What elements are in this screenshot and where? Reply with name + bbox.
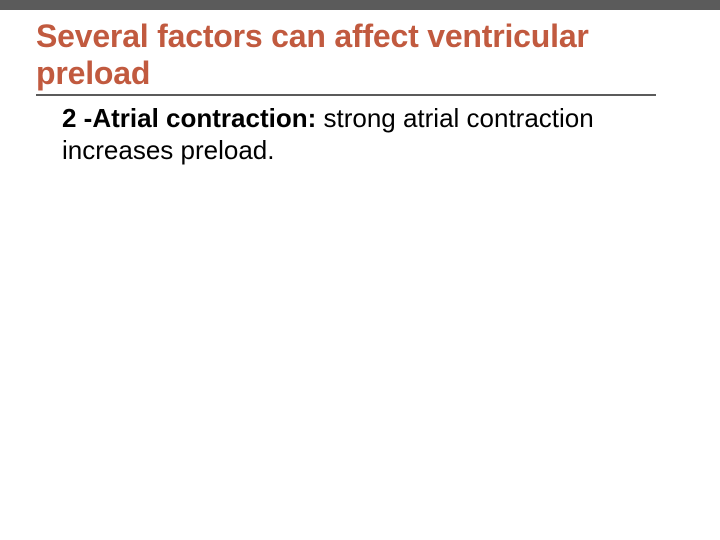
title-underline (36, 94, 656, 96)
slide-title: Several factors can affect ventricular p… (36, 18, 680, 92)
body-block: 2 -Atrial contraction: strong atrial con… (62, 102, 650, 167)
body-lead-bold: 2 -Atrial contraction: (62, 103, 316, 133)
body-text: 2 -Atrial contraction: strong atrial con… (62, 102, 650, 167)
slide: Several factors can affect ventricular p… (0, 0, 720, 540)
title-block: Several factors can affect ventricular p… (36, 18, 680, 92)
